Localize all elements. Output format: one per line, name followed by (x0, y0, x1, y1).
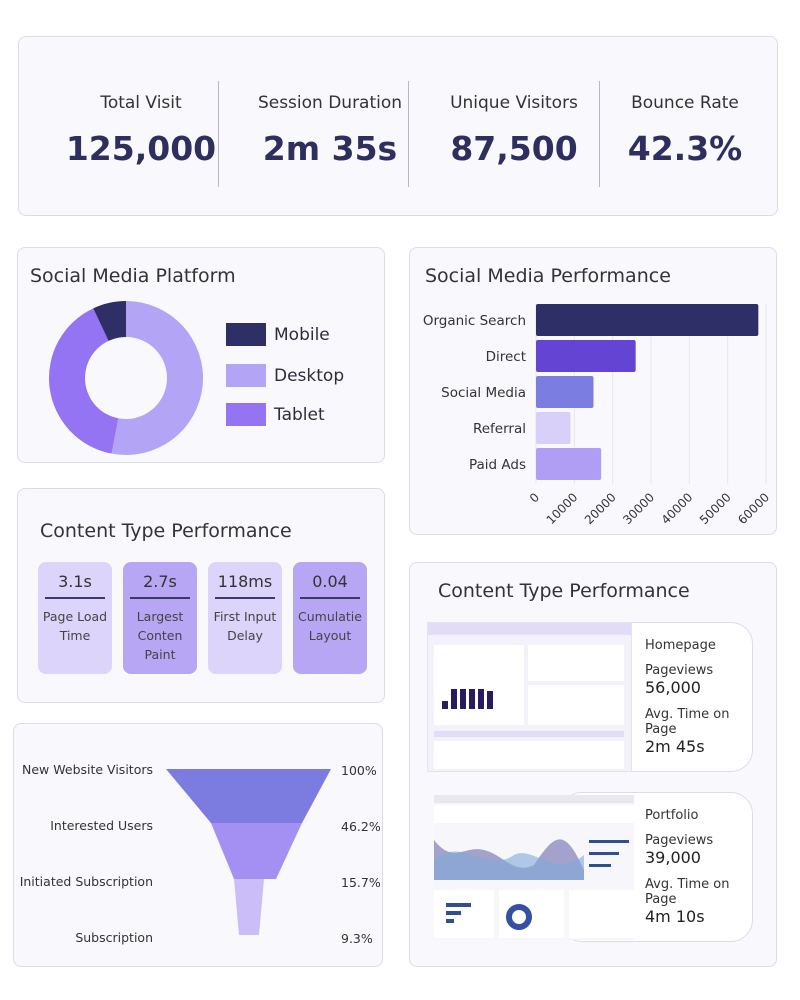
funnel-stage-label: New Website Visitors (22, 762, 153, 777)
bar (536, 340, 636, 372)
bar (536, 376, 594, 408)
kpi-total-visit: Total Visit 125,000 (46, 37, 236, 215)
y-category-label: Organic Search (423, 313, 526, 329)
divider (408, 81, 409, 187)
x-tick-label: 30000 (620, 490, 657, 527)
x-tick-label: 20000 (582, 490, 619, 527)
content-metrics-card: Content Type Performance 3.1s Page Load T… (17, 488, 385, 703)
legend-swatch (226, 364, 266, 387)
time-value: 2m 45s (645, 737, 705, 756)
legend-item: Mobile (226, 323, 330, 346)
x-tick-label: 40000 (659, 490, 696, 527)
funnel-chart (166, 769, 331, 935)
kpi-unique-visitors: Unique Visitors 87,500 (419, 37, 609, 215)
donut-slice-desktop (111, 301, 203, 455)
donut-slice-tablet (48, 308, 119, 454)
funnel-stage (234, 879, 264, 935)
bar-chart: 0 10000 20000 30000 40000 50000 60000 Organic S… (423, 304, 772, 527)
pageviews-label: Pageviews (645, 663, 714, 678)
funnel-stage-value: 15.7% (341, 875, 381, 890)
kpi-label: Unique Visitors (450, 93, 578, 113)
metric-tile: 2.7s Largest Conten Paint (123, 562, 197, 674)
kpi-label: Bounce Rate (631, 93, 739, 113)
legend-item: Tablet (226, 403, 325, 426)
x-tick-label: 60000 (735, 490, 772, 527)
donut-chart (48, 301, 203, 455)
pages-card: Content Type Performance Homepage Pagevi… (409, 562, 777, 967)
card-title: Content Type Performance (438, 580, 690, 602)
y-category-label: Referral (473, 421, 526, 437)
funnel-stage (211, 823, 302, 879)
bar (536, 448, 602, 480)
kpi-bounce-rate: Bounce Rate 42.3% (590, 37, 780, 215)
legend-label: Mobile (274, 324, 330, 345)
pageviews-label: Pageviews (645, 833, 714, 848)
funnel-stage-value: 46.2% (341, 819, 381, 834)
funnel-stage (166, 769, 331, 823)
funnel-stage-label: Subscription (75, 930, 153, 945)
y-category-label: Social Media (441, 385, 526, 401)
metric-tile: 3.1s Page Load Time (38, 562, 112, 674)
page-name: Portfolio (645, 808, 699, 823)
metric-label: Cumulatie Layout (298, 609, 362, 643)
performance-card: Social Media Performance 0 10000 20000 3000… (409, 247, 777, 535)
funnel-card: New Website Visitors 100% Interested Users… (13, 723, 383, 967)
legend-label: Tablet (274, 404, 325, 425)
legend-item: Desktop (226, 364, 344, 387)
kpi-value: 2m 35s (262, 129, 398, 168)
metric-tile: 0.04 Cumulatie Layout (293, 562, 367, 674)
legend-swatch (226, 323, 266, 346)
kpi-value: 125,000 (65, 129, 217, 168)
metric-value: 0.04 (300, 572, 360, 599)
metric-value: 3.1s (45, 572, 105, 599)
x-tick-label: 50000 (697, 490, 734, 527)
funnel-stage-label: Initiated Subscription (19, 874, 153, 889)
portfolio-screenshot (434, 795, 634, 940)
card-title: Social Media Performance (425, 265, 671, 287)
kpi-card: Total Visit 125,000 Session Duration 2m 35… (18, 36, 778, 216)
bar (536, 412, 571, 444)
metric-label: First Input Delay (213, 609, 277, 643)
pageviews-value: 56,000 (645, 678, 701, 697)
card-title: Content Type Performance (40, 520, 292, 542)
y-category-label: Direct (486, 349, 526, 365)
legend-swatch (226, 403, 266, 426)
metric-value: 118ms (215, 572, 275, 599)
funnel-stage-label: Interested Users (50, 818, 153, 833)
time-value: 4m 10s (645, 907, 705, 926)
homepage-screenshot (427, 622, 632, 772)
metric-label: Page Load Time (42, 609, 108, 643)
kpi-label: Session Duration (257, 93, 403, 113)
time-label: Avg. Time on Page (645, 877, 730, 907)
time-label: Avg. Time on Page (645, 707, 730, 737)
kpi-label: Total Visit (100, 93, 182, 113)
metric-label: Largest Conten Paint (136, 609, 184, 662)
metric-tile: 118ms First Input Delay (208, 562, 282, 674)
x-tick-label: 0 (527, 490, 542, 505)
legend-label: Desktop (274, 365, 345, 386)
metric-value: 2.7s (130, 572, 190, 599)
divider (599, 81, 600, 187)
divider (218, 81, 219, 187)
funnel-stage-value: 100% (341, 763, 377, 778)
donut-slice-mobile (93, 301, 126, 341)
page-name: Homepage (645, 638, 716, 653)
bar (536, 304, 759, 336)
x-tick-label: 10000 (544, 490, 581, 527)
kpi-value: 42.3% (627, 129, 743, 168)
funnel-stage-value: 9.3% (341, 931, 373, 946)
y-category-label: Paid Ads (469, 457, 526, 473)
pageviews-value: 39,000 (645, 848, 701, 867)
platform-card: Social Media Platform Mobile Desktop Tab… (17, 247, 385, 463)
card-title: Social Media Platform (30, 265, 236, 287)
kpi-session-duration: Session Duration 2m 35s (235, 37, 425, 215)
kpi-value: 87,500 (450, 129, 578, 168)
